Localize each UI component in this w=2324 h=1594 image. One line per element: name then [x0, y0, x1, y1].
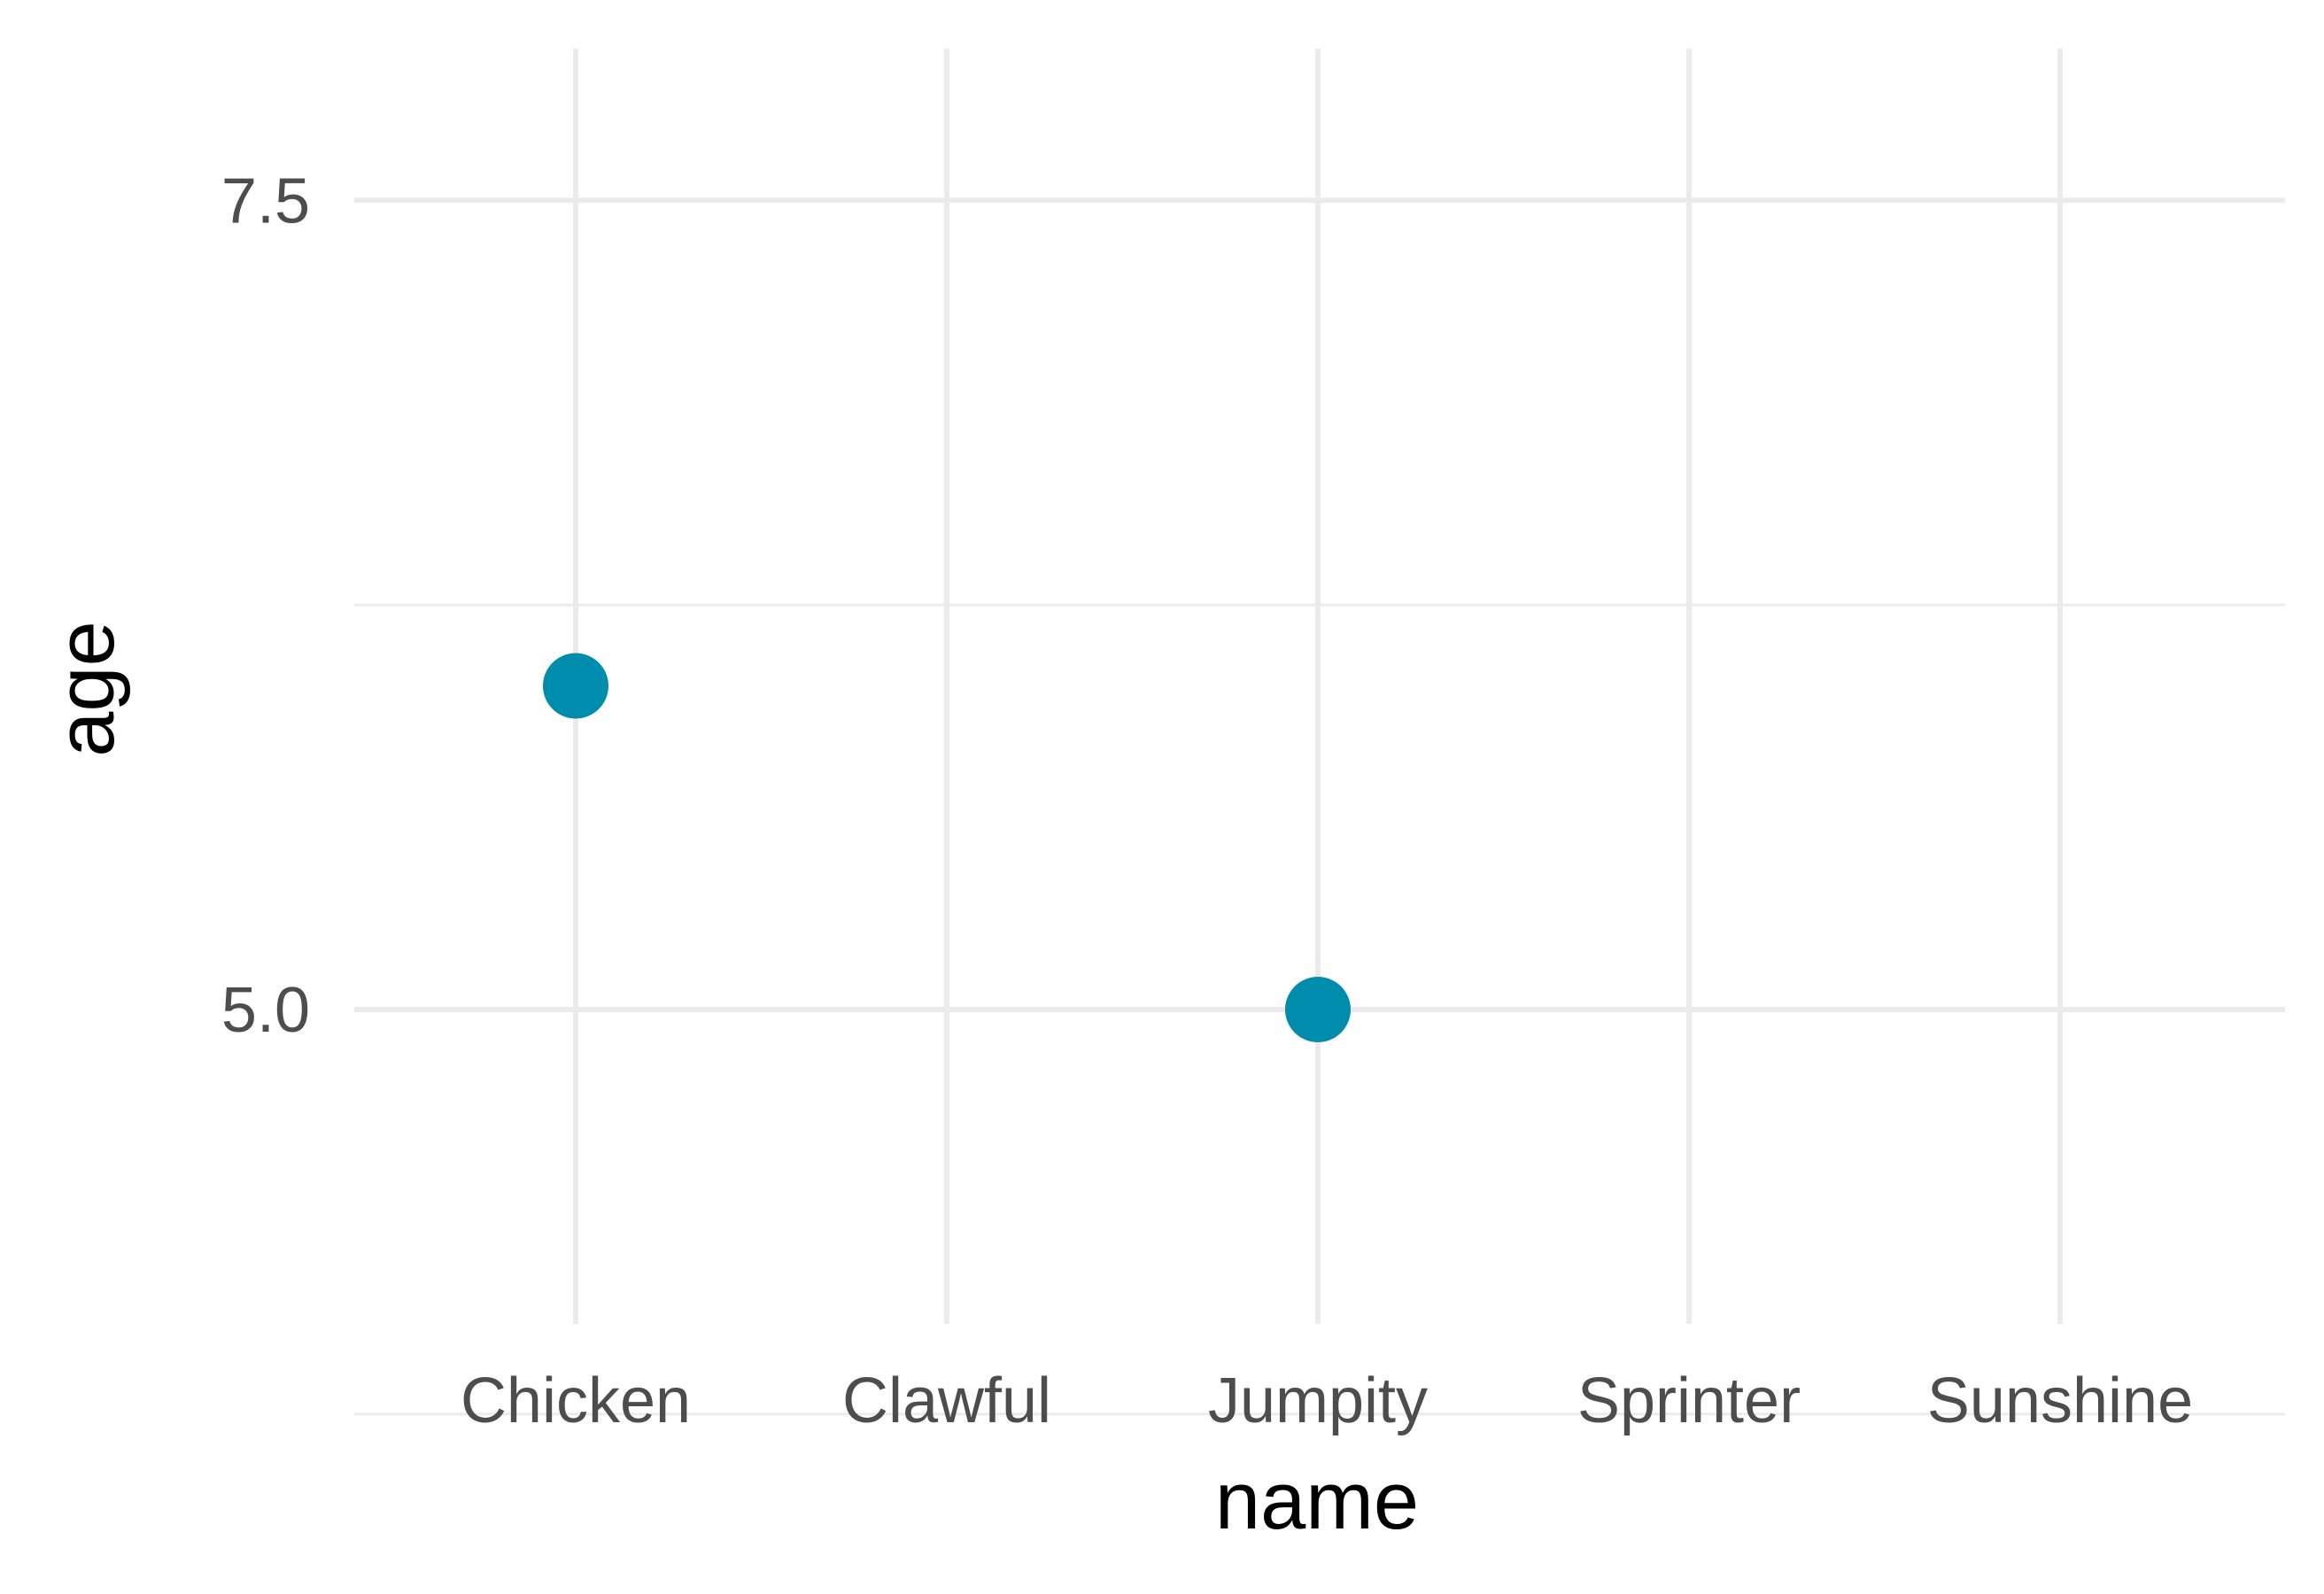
x-tick-label: Clawful — [842, 1366, 1051, 1436]
y-axis-tick-labels: 5.07.510.0 — [221, 166, 310, 1046]
x-tick-label: Chicken — [461, 1366, 691, 1436]
y-axis-title: age — [41, 621, 131, 757]
x-axis-tick-labels: Chicken Clawful Jumpity Sprinter Sunshine — [461, 1366, 2193, 1436]
data-point — [543, 653, 608, 719]
data-point — [1285, 977, 1351, 1042]
x-tick-label: Jumpity — [1208, 1366, 1428, 1436]
x-tick-label: Sunshine — [1927, 1366, 2193, 1436]
x-tick-label: Sprinter — [1577, 1366, 1801, 1436]
y-tick-label: 5.0 — [221, 975, 310, 1046]
x-axis-title: name — [1215, 1456, 1419, 1546]
data-points — [543, 653, 1351, 1042]
y-tick-label: 7.5 — [221, 166, 310, 236]
grid-lines — [354, 49, 2285, 1416]
